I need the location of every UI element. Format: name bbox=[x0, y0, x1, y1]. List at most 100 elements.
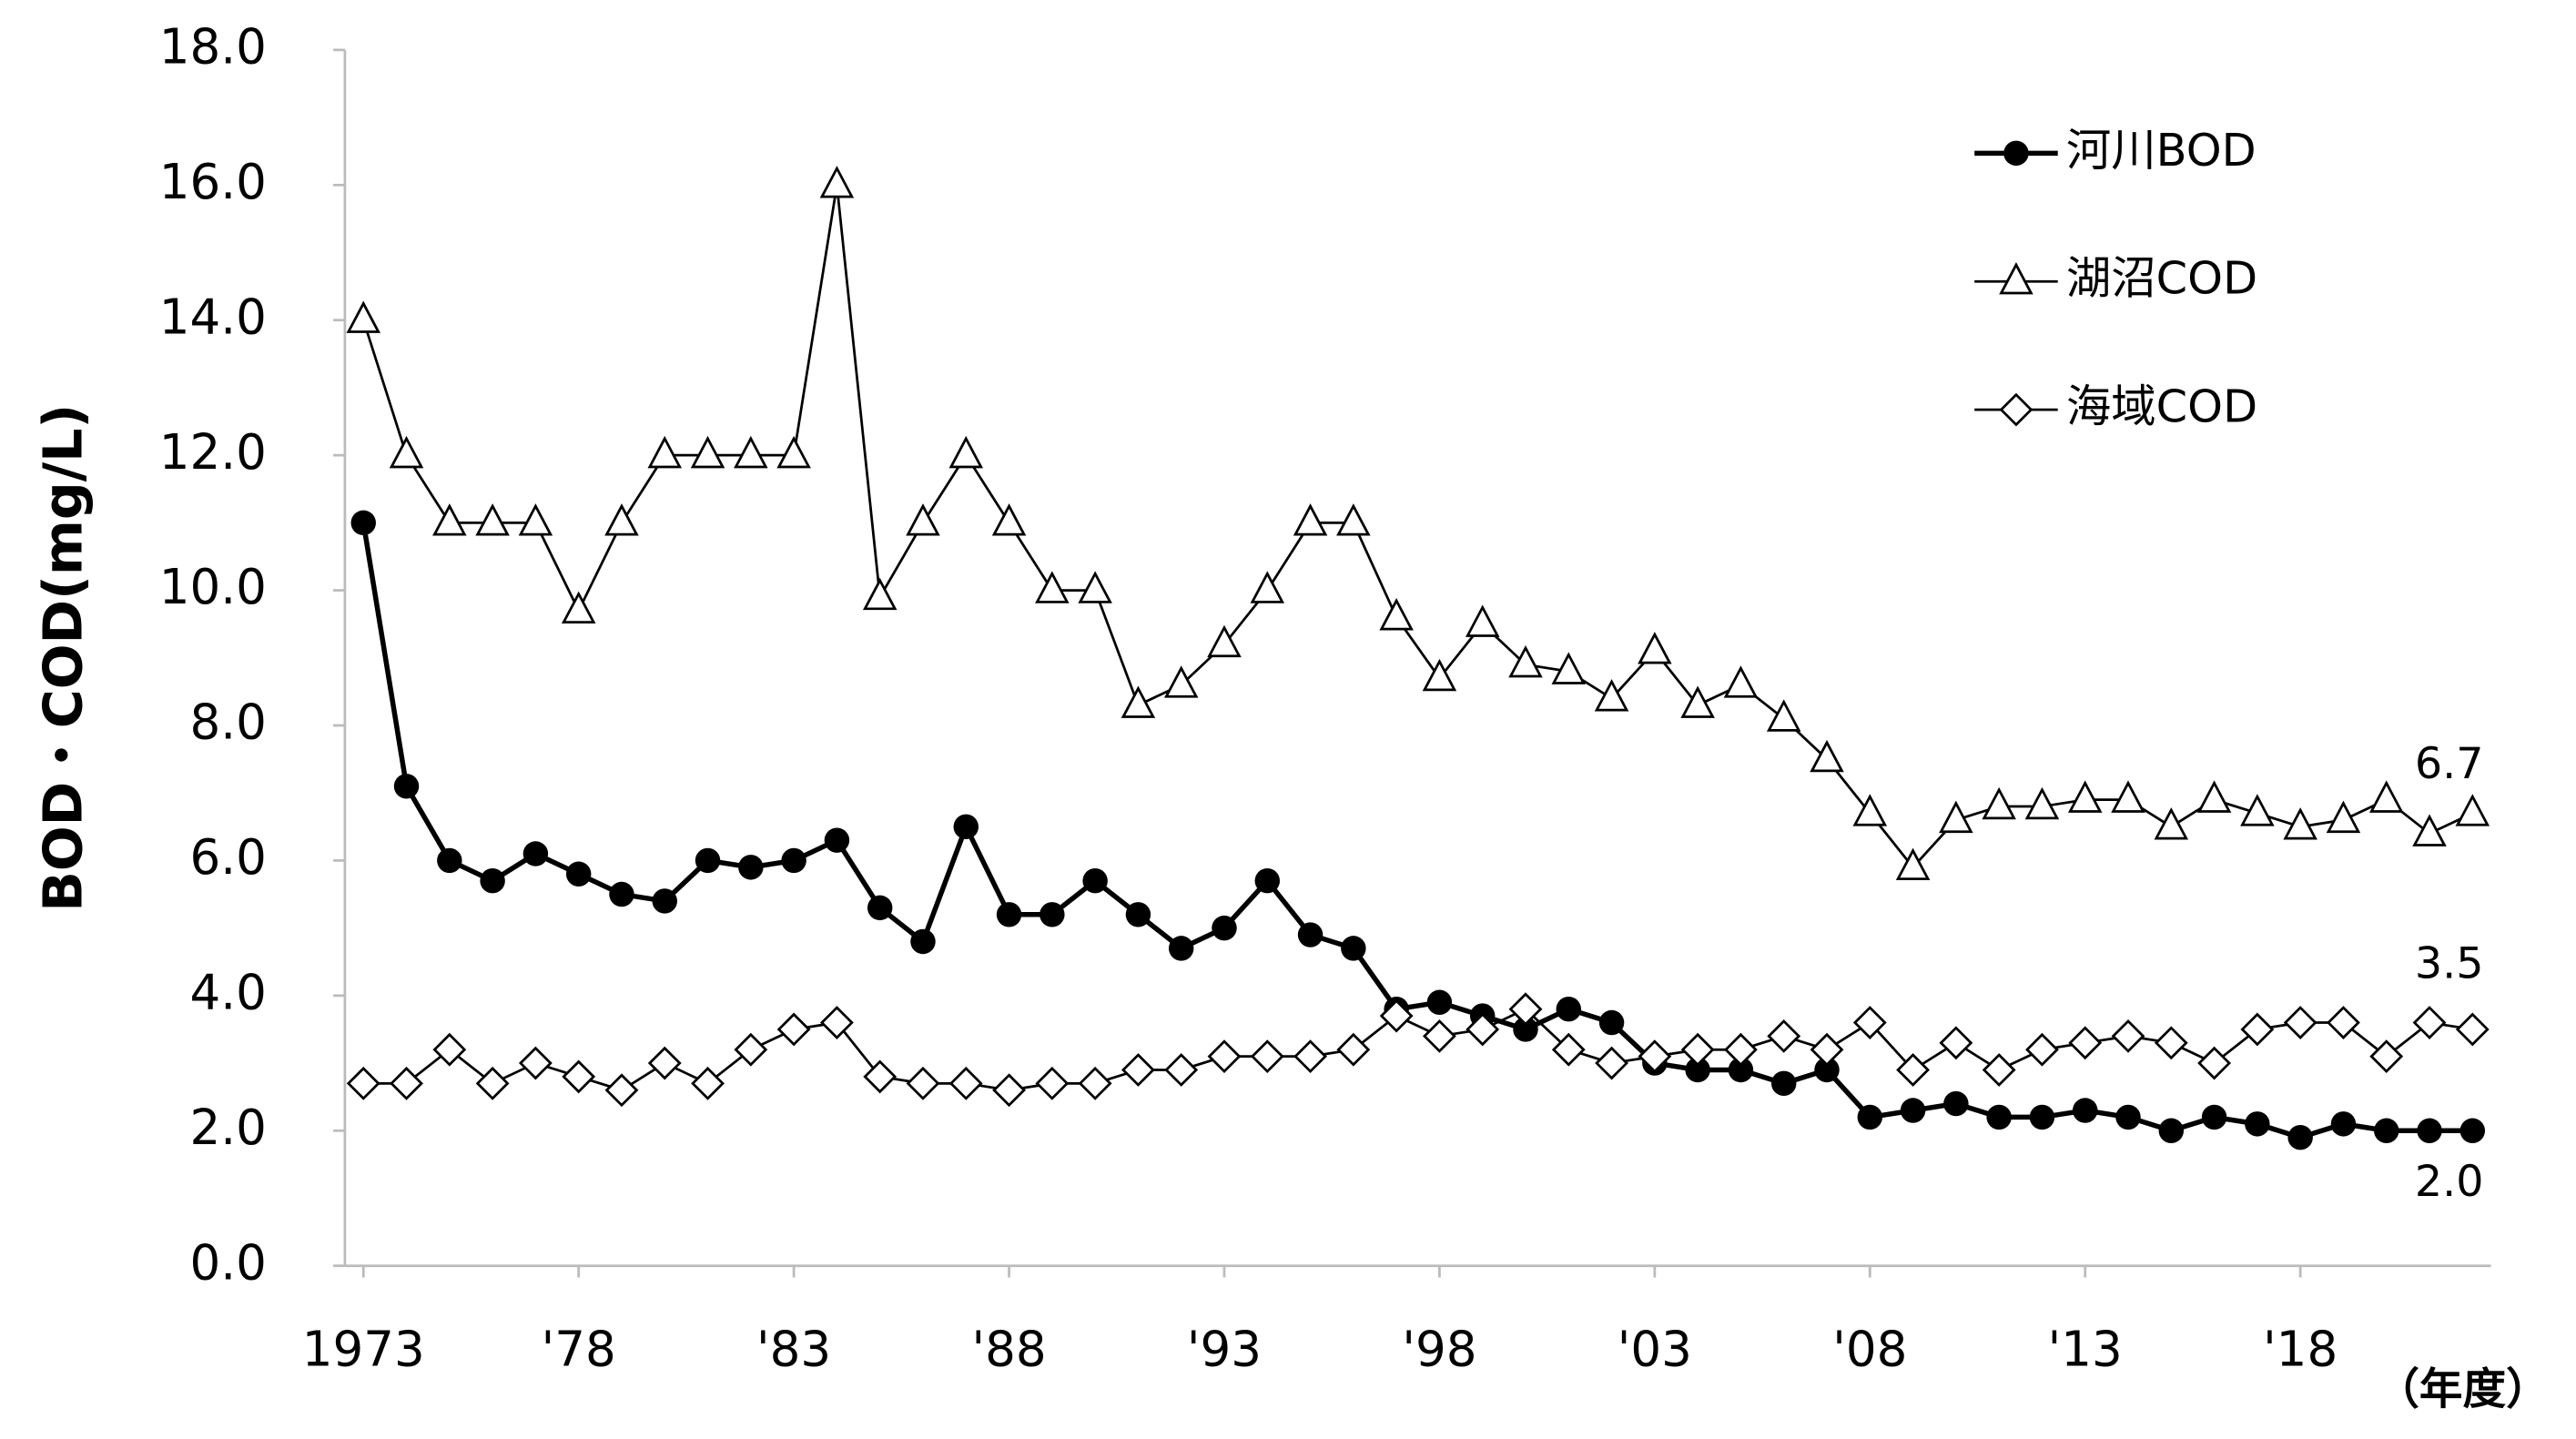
marker bbox=[561, 591, 596, 624]
marker bbox=[1680, 1032, 1715, 1067]
marker bbox=[1728, 1057, 1754, 1083]
marker bbox=[1164, 1053, 1199, 1087]
marker bbox=[1423, 1018, 1456, 1053]
marker bbox=[393, 774, 420, 799]
marker bbox=[2111, 1018, 2145, 1053]
marker bbox=[781, 847, 806, 874]
marker bbox=[1810, 1032, 1844, 1067]
marker bbox=[1551, 652, 1587, 684]
y-tick-label: 6.0 bbox=[189, 829, 266, 886]
marker bbox=[1810, 739, 1844, 773]
marker bbox=[862, 577, 898, 611]
marker bbox=[1770, 1070, 1797, 1097]
x-tick-label: '93 bbox=[1187, 1321, 1262, 1377]
x-axis-title: （年度） bbox=[2376, 1365, 2549, 1415]
y-tick-label: 18.0 bbox=[159, 19, 267, 76]
marker bbox=[2283, 1006, 2317, 1039]
marker bbox=[1035, 1066, 1070, 1100]
x-tick-label: '03 bbox=[1618, 1321, 1692, 1377]
y-tick-label: 14.0 bbox=[159, 289, 267, 345]
marker bbox=[996, 902, 1022, 927]
marker bbox=[1767, 1018, 1801, 1053]
marker bbox=[1121, 685, 1156, 718]
marker bbox=[1556, 996, 1582, 1022]
marker bbox=[1986, 1104, 2012, 1130]
y-tick-label: 10.0 bbox=[159, 559, 267, 615]
marker bbox=[350, 510, 376, 536]
y-tick-label: 8.0 bbox=[189, 694, 266, 751]
marker bbox=[1465, 604, 1500, 637]
marker bbox=[1852, 1006, 1887, 1039]
marker bbox=[604, 1073, 639, 1108]
x-tick-label: '98 bbox=[1402, 1321, 1476, 1377]
marker bbox=[1857, 1104, 1883, 1130]
marker bbox=[1594, 679, 1629, 712]
marker bbox=[1379, 998, 1414, 1033]
marker bbox=[1598, 1009, 1625, 1036]
marker bbox=[1293, 1039, 1327, 1074]
marker bbox=[1724, 1032, 1758, 1067]
marker bbox=[1082, 867, 1108, 894]
marker bbox=[2455, 1012, 2490, 1047]
marker bbox=[2154, 1026, 2188, 1060]
marker bbox=[910, 928, 936, 955]
y-axis-title: BOD・COD(mg/L) bbox=[32, 404, 94, 912]
legend-marker bbox=[1999, 392, 2033, 427]
marker bbox=[1814, 1057, 1840, 1083]
marker bbox=[776, 1012, 811, 1047]
marker bbox=[2459, 1118, 2486, 1143]
marker bbox=[432, 503, 467, 536]
marker bbox=[1723, 665, 1759, 698]
x-tick-label: '78 bbox=[542, 1321, 616, 1377]
y-tick-label: 4.0 bbox=[189, 964, 266, 1020]
marker bbox=[2369, 1039, 2404, 1074]
marker bbox=[953, 814, 979, 840]
marker bbox=[2283, 807, 2317, 840]
marker bbox=[1595, 1046, 1628, 1080]
marker bbox=[518, 1046, 553, 1080]
marker bbox=[1900, 1098, 1926, 1123]
marker bbox=[1040, 902, 1065, 927]
marker bbox=[1035, 571, 1070, 603]
legend-label: 湖沼COD bbox=[2066, 252, 2257, 305]
marker bbox=[2197, 1046, 2232, 1080]
marker bbox=[2374, 1118, 2399, 1143]
marker bbox=[691, 1066, 725, 1100]
x-tick-label: 1973 bbox=[302, 1321, 425, 1377]
marker bbox=[609, 881, 634, 907]
x-tick-label: '83 bbox=[756, 1321, 831, 1377]
x-tick-label: '13 bbox=[2048, 1321, 2123, 1377]
marker bbox=[1638, 1039, 1672, 1074]
legend-marker bbox=[2003, 140, 2029, 167]
marker bbox=[738, 855, 764, 880]
marker bbox=[1680, 685, 1715, 718]
marker bbox=[475, 503, 510, 536]
marker bbox=[1341, 936, 1366, 961]
end-label: 2.0 bbox=[2415, 1157, 2484, 1207]
marker bbox=[475, 1066, 510, 1100]
marker bbox=[1121, 1053, 1155, 1087]
marker bbox=[2412, 814, 2447, 846]
marker bbox=[2029, 1104, 2055, 1130]
marker bbox=[565, 861, 592, 887]
marker bbox=[2067, 780, 2103, 813]
marker bbox=[867, 895, 893, 921]
y-tick-label: 16.0 bbox=[159, 154, 267, 210]
marker bbox=[1508, 992, 1543, 1027]
marker bbox=[1465, 1012, 1500, 1047]
marker bbox=[906, 503, 940, 536]
marker bbox=[1852, 794, 1888, 826]
marker bbox=[522, 841, 549, 866]
marker bbox=[1078, 571, 1112, 603]
marker bbox=[346, 1066, 380, 1100]
marker bbox=[480, 867, 505, 894]
marker bbox=[1254, 867, 1281, 894]
y-tick-label: 2.0 bbox=[189, 1100, 266, 1156]
marker bbox=[2158, 1118, 2185, 1143]
marker bbox=[2024, 786, 2060, 820]
marker bbox=[432, 1032, 467, 1067]
marker bbox=[518, 503, 553, 536]
marker bbox=[776, 435, 811, 469]
marker bbox=[1297, 922, 1323, 948]
marker bbox=[1895, 847, 1931, 881]
